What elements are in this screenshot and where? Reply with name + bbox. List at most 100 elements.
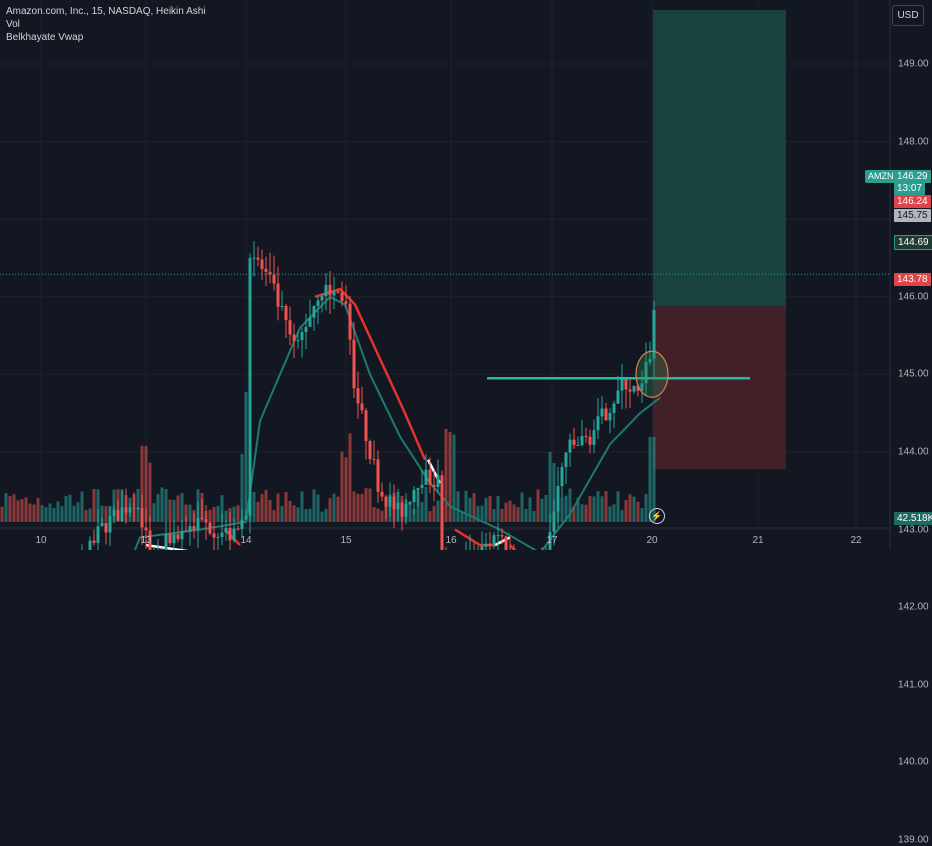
volume-bar	[93, 489, 96, 522]
volume-indicator-label[interactable]: Vol	[6, 18, 206, 31]
volume-bar	[613, 504, 616, 522]
volume-bar	[353, 491, 356, 522]
volume-bar	[277, 494, 280, 522]
volume-bar	[21, 499, 24, 522]
candle-body	[389, 496, 392, 506]
candle-body	[293, 335, 296, 342]
candle-body	[237, 529, 240, 530]
volume-bar	[5, 493, 8, 522]
highlight-circle	[636, 351, 668, 397]
volume-bar	[625, 500, 628, 522]
candle-body	[433, 485, 436, 487]
price-tick: 149.00	[898, 59, 929, 70]
volume-bar	[77, 502, 80, 522]
volume-bar	[629, 494, 632, 522]
candle-body	[497, 535, 500, 536]
volume-bar	[261, 494, 264, 522]
price-tick: 145.00	[898, 369, 929, 380]
candle-body	[605, 409, 608, 421]
volume-bar	[309, 509, 312, 522]
stop-price-tag: 146.24	[894, 195, 931, 208]
candle-body	[89, 541, 92, 550]
candle-body	[369, 441, 372, 459]
target-price-tag: 143.78	[894, 273, 931, 286]
candle-body	[581, 436, 584, 445]
volume-bar	[533, 511, 536, 522]
candle-body	[169, 534, 172, 543]
volume-bar	[173, 500, 176, 522]
volume-bar	[285, 492, 288, 522]
volume-bar	[41, 505, 44, 522]
position-zones	[653, 10, 786, 469]
candle-body	[205, 519, 208, 522]
volume-bar	[609, 506, 612, 522]
volume-bar	[281, 506, 284, 522]
candle-body	[201, 518, 204, 520]
candle-body	[301, 332, 304, 340]
volume-bar	[341, 452, 344, 522]
volume-bar	[521, 492, 524, 522]
volume-bar	[433, 506, 436, 522]
symbol-title[interactable]: Amazon.com, Inc., 15, NASDAQ, Heikin Ash…	[6, 5, 206, 18]
candle-body	[289, 320, 292, 334]
volume-bar	[369, 488, 372, 522]
candle-body	[593, 430, 596, 445]
candle-body	[553, 511, 556, 531]
candle-body	[353, 340, 356, 389]
candle-body	[137, 508, 140, 509]
candle-body	[489, 544, 492, 545]
currency-button[interactable]: USD	[892, 5, 924, 26]
volume-bar	[161, 487, 164, 522]
candle-body	[337, 292, 340, 293]
candle-body	[261, 260, 264, 269]
volume-bar	[621, 510, 624, 522]
candle-body	[97, 526, 100, 543]
volume-bar	[297, 507, 300, 522]
volume-bar	[633, 497, 636, 522]
volume-bar	[645, 494, 648, 522]
candle-body	[613, 404, 616, 413]
volume-bar	[581, 504, 584, 522]
volume-bar	[409, 503, 412, 522]
candle-body	[365, 410, 368, 441]
volume-bar	[25, 498, 28, 522]
entry-price-tag: 145.75	[894, 209, 931, 222]
candle-body	[233, 529, 236, 541]
volume-bar	[497, 496, 500, 522]
volume-bar	[561, 498, 564, 522]
candle-body	[629, 389, 632, 391]
volume-bar	[317, 495, 320, 522]
volume-bar	[45, 507, 48, 522]
candle-body	[309, 318, 312, 327]
volume-bar	[537, 490, 540, 522]
price-tick: 148.00	[898, 136, 929, 147]
volume-bar	[301, 491, 304, 522]
volume-bar	[153, 503, 156, 522]
volume-bar	[445, 429, 448, 522]
candle-body	[557, 486, 560, 511]
volume-bar	[273, 510, 276, 522]
candle-body	[209, 523, 212, 534]
volume-bar	[305, 509, 308, 522]
volume-bar	[177, 495, 180, 522]
volume-bar	[361, 494, 364, 522]
candle-body	[249, 258, 252, 516]
candle-body	[197, 518, 200, 530]
candle-body	[329, 285, 332, 296]
candle-body	[577, 445, 580, 446]
volume-bar	[325, 509, 328, 522]
volume-bar	[85, 510, 88, 522]
volume-bar	[457, 491, 460, 522]
lightning-icon[interactable]: ⚡	[649, 508, 665, 524]
volume-bar	[357, 494, 360, 522]
price-chart[interactable]	[0, 0, 932, 550]
vwap-indicator-label[interactable]: Belkhayate Vwap	[6, 31, 206, 44]
volume-bar	[501, 509, 504, 522]
volume-bar	[33, 505, 36, 522]
candle-body	[421, 485, 424, 488]
candle-body	[413, 490, 416, 502]
volume-bar	[601, 496, 604, 522]
candle-body	[397, 503, 400, 509]
volume-bar	[381, 511, 384, 522]
time-tick: 21	[752, 535, 763, 546]
